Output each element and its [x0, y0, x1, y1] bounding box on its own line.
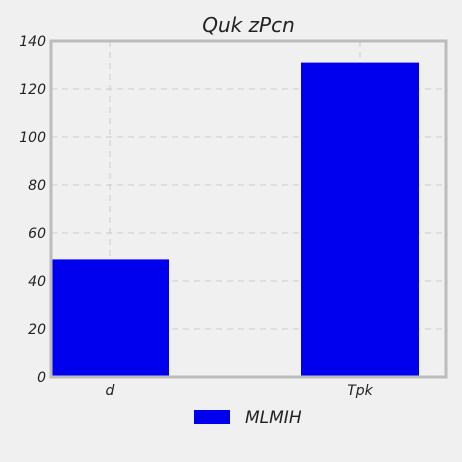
y-tick-label: 120: [19, 82, 46, 98]
chart-title: Quk zPcn: [202, 13, 295, 37]
x-tick-label: Tpk: [347, 383, 373, 399]
legend-label: MLMIH: [245, 408, 302, 428]
x-tick-label: d: [106, 383, 115, 399]
y-tick-label: 140: [19, 34, 46, 50]
plot-frame: [49, 39, 448, 379]
legend-swatch: [194, 410, 230, 424]
y-tick-label: 0: [37, 370, 46, 386]
y-tick-label: 40: [28, 274, 46, 290]
y-tick-label: 80: [28, 178, 46, 194]
bar-d: [51, 259, 169, 377]
y-tick-label: 100: [19, 130, 46, 146]
y-tick-label: 20: [28, 322, 46, 338]
y-axis-ticks: 0 20 40 60 80 100 120 140: [19, 34, 46, 386]
x-axis-ticks: d Tpk: [106, 383, 374, 399]
bar-Tpk: [301, 62, 419, 377]
bars: [51, 62, 419, 377]
legend: MLMIH: [194, 408, 302, 428]
y-tick-label: 60: [28, 226, 46, 242]
